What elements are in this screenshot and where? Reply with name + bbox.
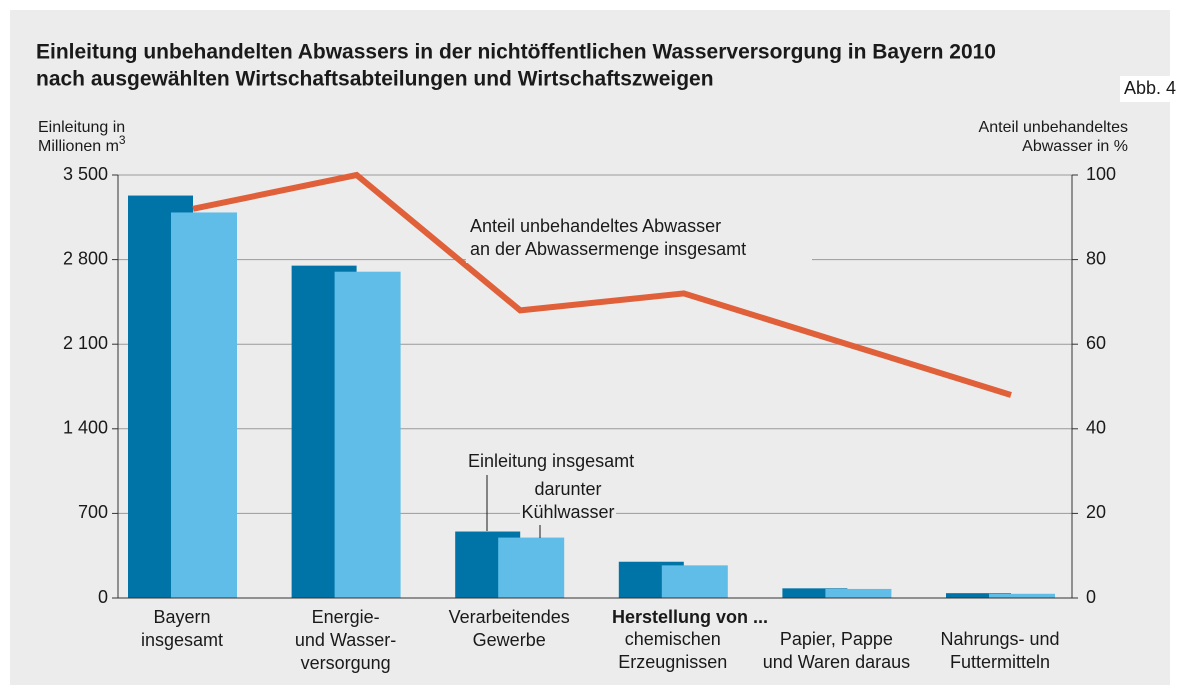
label-bg	[466, 213, 812, 263]
figure-label: Abb. 4	[1124, 78, 1176, 98]
legend-label: darunter	[534, 479, 601, 499]
chart-title: Einleitung unbehandelten Abwassers in de…	[36, 41, 996, 64]
x-tick-label: und Wasser-	[295, 630, 396, 650]
x-tick-label: versorgung	[301, 653, 391, 673]
label-bg	[462, 448, 672, 474]
bar	[498, 537, 565, 598]
y-axis-label: Millionen m3	[38, 133, 126, 155]
x-tick-label: insgesamt	[141, 630, 223, 650]
y2-tick-label: 60	[1086, 333, 1106, 353]
x-tick-label: und Waren daraus	[763, 652, 910, 672]
y2-axis-label: Abwasser in %	[1022, 138, 1128, 155]
legend-label: Anteil unbehandeltes Abwasser	[470, 216, 721, 236]
y2-tick-label: 20	[1086, 502, 1106, 522]
y2-tick-label: 80	[1086, 248, 1106, 268]
x-tick-label: chemischen	[625, 629, 721, 649]
x-tick-label: Energie-	[312, 607, 380, 627]
legend-label: an der Abwassermenge insgesamt	[470, 239, 746, 259]
bar	[989, 593, 1055, 598]
y-tick-label: 1 400	[63, 418, 108, 438]
bar	[661, 565, 728, 598]
y-axis-label: Einleitung in	[38, 119, 125, 136]
bar	[782, 588, 848, 598]
y2-axis-label: Anteil unbehandeltes	[979, 119, 1128, 136]
x-tick-label: Nahrungs- und	[940, 629, 1059, 649]
group-annotation: Herstellung von ...	[612, 607, 768, 627]
x-tick-label: Futtermitteln	[950, 652, 1050, 672]
y-tick-label: 2 800	[63, 248, 108, 268]
bar	[171, 212, 237, 599]
y-tick-label: 3 500	[63, 164, 108, 184]
y2-tick-label: 0	[1086, 587, 1096, 607]
label-bg	[520, 478, 616, 526]
y2-tick-label: 40	[1086, 418, 1106, 438]
bar	[946, 593, 1011, 598]
x-tick-label: Gewerbe	[473, 630, 546, 650]
y-tick-label: 0	[98, 587, 108, 607]
y-tick-label: 2 100	[63, 333, 108, 353]
chart-title: nach ausgewählten Wirtschaftsabteilungen…	[36, 68, 714, 91]
line	[192, 171, 1012, 398]
legend-label: Kühlwasser	[521, 502, 614, 522]
bar	[825, 588, 892, 598]
x-tick-label: Verarbeitendes	[449, 607, 570, 627]
legend-label: Einleitung insgesamt	[468, 451, 634, 471]
figure-label-box	[1120, 76, 1182, 102]
x-tick-label: Bayern	[153, 607, 210, 627]
y-tick-label: 700	[78, 502, 108, 522]
y2-tick-label: 100	[1086, 164, 1116, 184]
bar	[334, 271, 401, 598]
x-tick-label: Papier, Pappe	[780, 629, 893, 649]
x-tick-label: Erzeugnissen	[618, 652, 727, 672]
